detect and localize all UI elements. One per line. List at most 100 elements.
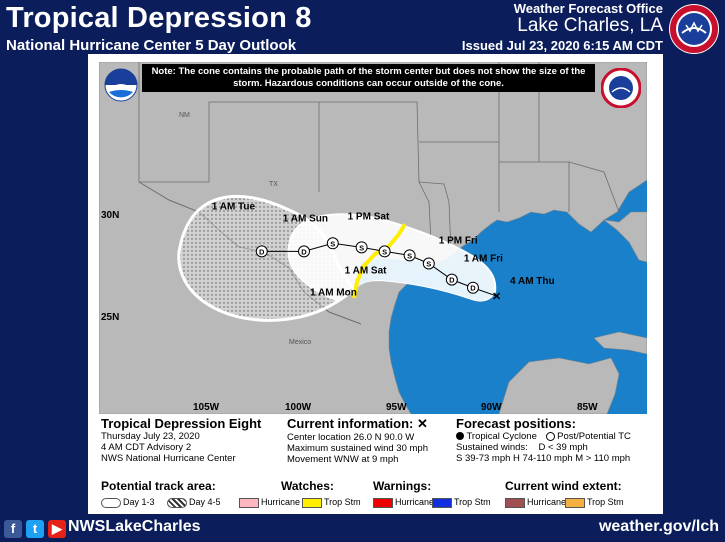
filled-circle-icon (456, 432, 464, 441)
hurricane-watch-swatch (239, 497, 259, 508)
watches-title: Watches: (281, 479, 334, 493)
forecast-point-symbol: D (449, 276, 455, 285)
forecast-time-label: 4 AM Thu (510, 276, 555, 287)
state-label-nm: NM (179, 112, 190, 119)
current-wind: Maximum sustained wind 30 mph (287, 443, 428, 454)
forecast-map[interactable]: ✕ 4 AM Thu D D 1 AM Fri S 1 PM Fri S S 1 AM Sat S 1… (99, 62, 647, 414)
ts-extent-label: Trop Stm (587, 497, 624, 507)
forecast-point: D 1 AM Fri (445, 254, 503, 286)
forecast-point: D 1 AM Tue (212, 201, 268, 258)
ts-warning-swatch (432, 497, 452, 508)
sustained-winds-label: Sustained winds: (456, 442, 528, 453)
forecast-point-circle (403, 249, 416, 262)
forecast-point-symbol: S (382, 247, 387, 256)
open-circle-icon (545, 431, 555, 441)
forecast-point: D (466, 281, 479, 294)
tropical-cyclone-label: Tropical Cyclone (466, 431, 537, 442)
forecast-point-symbol: S (359, 243, 364, 252)
state-borders (138, 62, 620, 253)
forecast-point-circle (445, 273, 458, 286)
lon-label-105w: 105W (193, 402, 220, 413)
forecast-time-label: 1 AM Sun (283, 213, 328, 224)
m-speed-label: M > 110 mph (575, 453, 631, 464)
forecast-point-circle (466, 281, 479, 294)
current-location: Center location 26.0 N 90.0 W (287, 432, 415, 443)
noaa-logo-icon (104, 68, 138, 102)
day13-label: Day 1-3 (123, 497, 155, 507)
forecast-point: S 1 AM Sat (345, 245, 391, 276)
storm-advisory: 4 AM CDT Advisory 2 (101, 442, 192, 453)
day45-swatch (167, 497, 187, 508)
social-handle[interactable]: NWSLakeCharles (68, 518, 201, 535)
legend-day45: Day 4-5 (167, 497, 221, 508)
wind-extent-title: Current wind extent: (505, 479, 622, 493)
header-title: Tropical Depression 8 (6, 2, 312, 34)
forecast-time-label: 1 PM Fri (439, 235, 478, 246)
legend-hurricane-warning: Hurricane (373, 497, 434, 508)
forecast-point-symbol: S (330, 239, 335, 248)
forecast-point: S (403, 249, 416, 262)
facebook-icon[interactable]: f (4, 520, 22, 538)
lat-label-25n: 25N (101, 312, 119, 323)
header-subtitle: National Hurricane Center 5 Day Outlook (6, 37, 297, 54)
warnings-title: Warnings: (373, 479, 432, 493)
current-movement: Movement WNW at 9 mph (287, 454, 399, 465)
forecast-point-symbol: D (301, 247, 307, 256)
forecast-point: ✕ 4 AM Thu (492, 276, 555, 303)
forecast-time-label: 1 PM Sat (348, 211, 390, 222)
legend-ts-extent: Trop Stm (565, 497, 624, 508)
forecast-track (261, 242, 497, 297)
info-section: Tropical Depression Eight Thursday July … (99, 416, 647, 476)
forecast-point-circle (326, 237, 339, 250)
forecast-time-label: 1 AM Tue (212, 201, 256, 212)
forecast-point-symbol: S (407, 251, 412, 260)
forecast-time-label: 1 AM Mon (310, 287, 357, 298)
storm-info: Tropical Depression Eight Thursday July … (101, 416, 261, 464)
legend-ts-watch: Trop Stm (302, 497, 361, 508)
current-info: Current information: ✕ Center location 2… (287, 416, 428, 465)
ts-watch-swatch (302, 497, 322, 508)
forecast-point-circle (378, 245, 391, 258)
forecast-point-circle (255, 245, 268, 258)
day45-label: Day 4-5 (189, 497, 221, 507)
youtube-icon[interactable]: ▶ (48, 520, 66, 538)
website-link[interactable]: weather.gov/lch (598, 518, 719, 535)
current-position-marker: ✕ (492, 291, 501, 303)
legend-ts-warning: Trop Stm (432, 497, 491, 508)
current-x-icon: ✕ (417, 416, 428, 431)
forecast-point: S 1 PM Fri (422, 235, 478, 270)
twitter-icon[interactable]: t (26, 520, 44, 538)
d-speed-label: D < 39 mph (538, 442, 588, 453)
forecast-point-symbol: D (470, 284, 476, 293)
hurricane-warning-swatch (373, 497, 393, 508)
cone-water-tint (355, 259, 493, 301)
florida-land (602, 211, 647, 263)
cone-note: Note: The cone contains the probable pat… (142, 64, 595, 92)
s-speed-label: S 39-73 mph (456, 453, 511, 464)
yucatan-land (498, 357, 620, 414)
nws-logo-icon (669, 4, 719, 54)
nws-map-logo-icon (601, 68, 641, 108)
forecast-point: S 1 PM Sat (348, 211, 390, 254)
storm-date: Thursday July 23, 2020 (101, 431, 200, 442)
issued-time: Issued Jul 23, 2020 6:15 AM CDT (461, 38, 663, 53)
forecast-title: Forecast positions: (456, 416, 576, 431)
office-label: Weather Forecast Office (513, 1, 663, 16)
forecast-point-circle (298, 245, 310, 258)
forecast-point: D 1 AM Mon (298, 245, 357, 298)
ts-extent-swatch (565, 497, 585, 508)
forecast-time-label: 1 AM Fri (464, 254, 503, 265)
hurricane-warning-label: Hurricane (395, 497, 435, 507)
day13-swatch (101, 497, 121, 508)
h-speed-label: H 74-110 mph (513, 453, 573, 464)
lon-label-85w: 85W (577, 402, 598, 413)
storm-source: NWS National Hurricane Center (101, 453, 236, 464)
lon-label-100w: 100W (285, 402, 312, 413)
legend-section: Potential track area: Day 1-3 Day 4-5 Wa… (99, 478, 647, 512)
legend-hurricane-extent: Hurricane (505, 497, 566, 508)
forecast-legend: Forecast positions: Tropical Cyclone Pos… (456, 416, 646, 464)
legend-hurricane-watch: Hurricane (239, 497, 300, 508)
lon-label-90w: 90W (481, 402, 502, 413)
track-area-title: Potential track area: (101, 479, 216, 493)
